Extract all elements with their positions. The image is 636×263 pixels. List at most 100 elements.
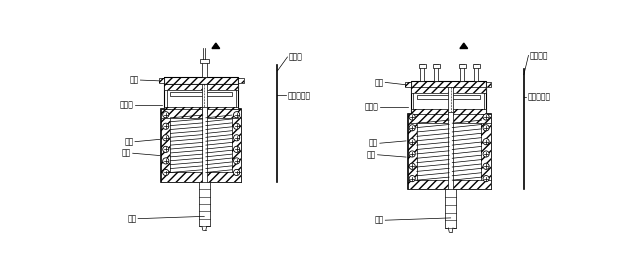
Bar (481, 114, 491, 189)
Bar (411, 81, 486, 88)
Text: 元件: 元件 (122, 149, 131, 158)
Circle shape (233, 158, 240, 164)
Bar (408, 114, 491, 123)
Circle shape (163, 123, 169, 129)
Text: 位移指示牌: 位移指示牌 (528, 93, 551, 102)
Bar (408, 114, 417, 189)
Bar (161, 173, 241, 182)
Bar (473, 64, 480, 68)
Circle shape (483, 114, 489, 120)
Bar (170, 92, 232, 96)
Bar (411, 87, 486, 93)
Bar (159, 78, 164, 83)
Bar (200, 59, 209, 63)
Bar (460, 64, 464, 81)
Bar (420, 64, 424, 81)
Text: 位移指示牌: 位移指示牌 (287, 91, 310, 100)
Bar (411, 87, 486, 115)
Bar (445, 189, 456, 228)
Bar (238, 78, 244, 83)
Text: 底板: 底板 (127, 214, 137, 223)
Bar (474, 64, 478, 81)
Bar (411, 109, 486, 115)
Bar (202, 62, 207, 77)
Bar (481, 114, 491, 189)
Text: 顶板: 顶板 (130, 75, 139, 85)
Bar (418, 64, 425, 68)
Text: 顶板: 顶板 (375, 78, 384, 87)
Text: 迫簧: 迫簧 (369, 139, 378, 148)
Circle shape (483, 139, 489, 145)
Circle shape (409, 151, 415, 157)
Text: 垫定螺栓: 垫定螺栓 (530, 51, 548, 60)
Polygon shape (202, 226, 207, 230)
Polygon shape (448, 228, 453, 232)
Bar (164, 107, 238, 113)
Bar (486, 82, 492, 87)
Bar (405, 82, 411, 87)
Bar (408, 114, 491, 123)
Bar (432, 64, 439, 68)
Bar (448, 87, 453, 115)
Polygon shape (212, 43, 219, 48)
Bar (161, 109, 241, 118)
Text: 指示板: 指示板 (364, 103, 378, 112)
Circle shape (409, 114, 415, 120)
Text: 迫簧: 迫簧 (124, 137, 134, 146)
Circle shape (483, 163, 489, 169)
Circle shape (233, 146, 240, 153)
Bar (161, 109, 241, 118)
Text: 指示板: 指示板 (120, 100, 134, 109)
Bar (434, 64, 438, 81)
Circle shape (483, 125, 489, 131)
Text: 垫定板: 垫定板 (289, 53, 303, 62)
Bar (405, 82, 411, 87)
Bar (459, 64, 466, 68)
Circle shape (163, 169, 169, 175)
Circle shape (163, 135, 169, 141)
Bar (408, 180, 491, 189)
Circle shape (409, 163, 415, 169)
Bar (161, 109, 241, 182)
Bar (417, 95, 480, 99)
Polygon shape (460, 43, 467, 48)
Bar (238, 78, 244, 83)
Bar (408, 114, 491, 189)
Bar (164, 84, 238, 90)
Circle shape (483, 151, 489, 157)
Circle shape (233, 112, 240, 118)
Bar (411, 109, 486, 115)
Bar (161, 109, 170, 182)
Bar (161, 109, 170, 182)
Bar (164, 84, 238, 90)
Bar (164, 107, 238, 113)
Bar (164, 77, 238, 84)
Bar (408, 114, 417, 189)
Circle shape (409, 125, 415, 131)
Bar (411, 87, 486, 93)
Circle shape (233, 169, 240, 175)
Bar (199, 182, 210, 226)
Circle shape (163, 146, 169, 153)
Circle shape (409, 175, 415, 182)
Text: 元件: 元件 (367, 150, 376, 159)
Circle shape (233, 123, 240, 129)
Bar (161, 173, 241, 182)
Bar (448, 112, 453, 191)
Bar (408, 180, 491, 189)
Circle shape (163, 158, 169, 164)
Text: 底板: 底板 (375, 216, 384, 225)
Circle shape (233, 135, 240, 141)
Bar (232, 109, 241, 182)
Bar (411, 81, 486, 88)
Circle shape (483, 175, 489, 182)
Bar (159, 78, 164, 83)
Bar (202, 84, 207, 113)
Circle shape (163, 112, 169, 118)
Bar (486, 82, 492, 87)
Bar (202, 107, 207, 183)
Circle shape (409, 139, 415, 145)
Bar (164, 77, 238, 84)
Bar (232, 109, 241, 182)
Bar (164, 84, 238, 113)
